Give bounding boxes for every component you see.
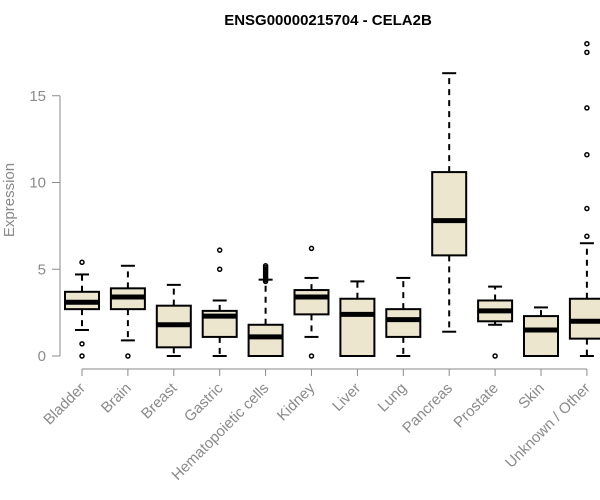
- outlier-point: [79, 341, 85, 347]
- box-group: [247, 263, 284, 357]
- outlier-point: [308, 245, 315, 252]
- x-tick-label: Skin: [515, 380, 548, 413]
- x-tick-label: Pancreas: [399, 380, 456, 437]
- box: [293, 289, 330, 316]
- x-tick-label: Gastric: [181, 379, 227, 425]
- box: [523, 315, 559, 357]
- x-tick-label: Unknown / Other: [502, 380, 594, 472]
- x-tick-label: Bladder: [40, 380, 89, 429]
- x-tick-label: Breast: [138, 379, 181, 422]
- x-tick-label: Kidney: [274, 379, 319, 424]
- chart-title: ENSG00000215704 - CELA2B: [224, 12, 432, 29]
- boxes: [64, 40, 600, 359]
- box-group: [431, 72, 468, 333]
- outlier-point: [584, 151, 590, 158]
- y-axis: 0 5 10 15: [29, 88, 61, 365]
- y-tick-label: 15: [29, 88, 46, 105]
- y-tick-label: 10: [29, 175, 46, 192]
- outlier-point: [216, 247, 223, 253]
- box-group: [523, 306, 559, 357]
- outlier-point: [125, 353, 131, 359]
- outlier-point: [492, 353, 498, 359]
- outlier-point: [308, 353, 315, 359]
- outlier-point: [584, 40, 590, 47]
- outlier-point: [584, 233, 590, 240]
- box-group: [155, 283, 192, 357]
- outlier-point: [79, 353, 85, 359]
- box-group: [477, 285, 514, 359]
- outlier-point: [584, 105, 590, 111]
- box-group: [109, 264, 146, 359]
- box-group: [293, 245, 330, 359]
- x-tick-label: Liver: [329, 380, 364, 415]
- box: [247, 323, 284, 357]
- x-tick-label: Brain: [98, 380, 135, 417]
- outlier-point: [79, 259, 85, 266]
- outlier-point: [584, 49, 590, 56]
- box-group: [339, 280, 376, 357]
- box: [385, 308, 422, 338]
- box-group: [201, 247, 238, 357]
- box-group: [385, 276, 422, 357]
- box: [339, 297, 376, 357]
- outlier-point: [584, 205, 590, 212]
- box: [568, 297, 600, 340]
- x-tick-label: Lung: [375, 380, 411, 416]
- x-tick-label: Prostate: [450, 380, 502, 432]
- outlier-point: [216, 266, 223, 272]
- box: [431, 171, 468, 257]
- y-tick-label: 5: [38, 261, 46, 278]
- box-group: [64, 259, 100, 359]
- outlier-point: [262, 263, 269, 269]
- y-tick-label: 0: [38, 348, 46, 365]
- y-axis-label: Expression: [1, 163, 18, 237]
- box-group: [568, 40, 600, 357]
